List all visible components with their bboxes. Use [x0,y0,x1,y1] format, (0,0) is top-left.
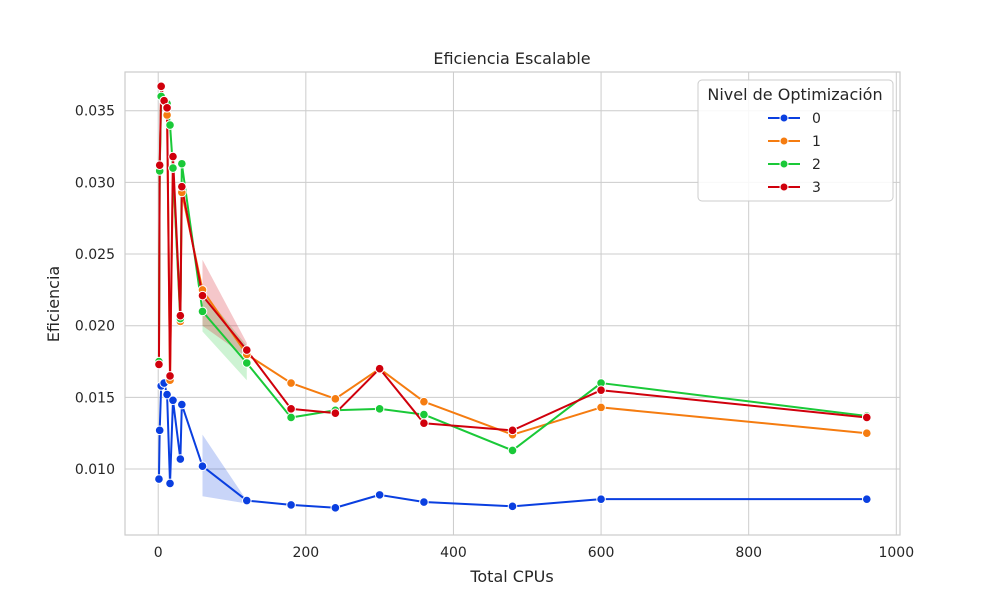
y-tick-label: 0.025 [75,247,115,263]
series-0-point [177,399,187,410]
series-3-point [165,371,175,381]
legend-title: Nivel de Optimización [707,85,882,104]
series-2-point [374,404,385,414]
series-3-point [507,425,518,436]
series-3-point [154,160,165,170]
y-tick-label: 0.035 [75,104,115,120]
series-1-point [330,394,341,404]
y-tick-label: 0.020 [75,319,115,335]
legend-label-1: 1 [812,134,821,150]
y-tick-label: 0.010 [75,462,115,478]
series-2-point [286,412,296,423]
series-0-point [175,454,186,464]
x-tick-label: 600 [588,545,615,561]
x-tick-label: 1000 [878,545,914,561]
x-axis-label: Total CPUs [469,567,553,586]
series-0-band [202,434,247,504]
y-axis-ticks: 0.010 0.015 0.020 0.025 0.030 0.035 [75,104,115,478]
series-3-band [202,259,247,358]
series-points [154,81,872,513]
x-tick-label: 0 [154,545,163,561]
legend-marker-0 [779,113,789,123]
legend-label-3: 3 [812,180,821,196]
series-0-point [168,395,178,406]
series-3-point [374,363,385,374]
plot-frame [124,71,901,536]
legend-marker-2 [779,159,789,169]
series-0-point [165,478,175,489]
legend-marker-1 [779,136,789,146]
series-2-point [197,306,208,317]
series-2-point [165,120,175,130]
series-3-point [419,418,429,428]
x-axis-ticks: 0 200 400 600 800 1000 [154,545,914,561]
series-3-point [175,310,186,321]
legend-marker-3 [779,182,789,192]
series-3-point [154,359,164,370]
x-tick-label: 800 [735,545,762,561]
series-0-point [241,495,252,506]
series-1-point [286,378,296,388]
series-2-point [177,158,187,169]
series-3-point [286,404,296,414]
series-0-point [162,389,172,400]
series-3-point [241,345,252,355]
series-3-point [162,103,172,113]
legend-label-2: 2 [812,157,821,173]
y-axis-label: Eficiencia [44,266,63,342]
series-3-point [330,408,341,418]
series-3-point [861,412,872,423]
series-1-point [419,396,429,407]
series-0-point [286,500,296,510]
series-0-point [507,501,518,512]
series-0-point [596,494,606,504]
chart-title: Eficiencia Escalable [433,49,590,68]
series-1-point [861,428,872,439]
series-3-point [197,290,208,301]
series-0-point [330,502,341,513]
series-0-point [419,497,429,507]
series-0-point [154,425,165,436]
series-2-point [241,358,252,368]
series-3-point [168,151,178,162]
series-2-point [507,445,518,456]
y-tick-label: 0.030 [75,175,115,191]
series-2-point [168,163,178,173]
y-tick-label: 0.015 [75,390,115,406]
legend-label-0: 0 [812,111,821,127]
series-3-point [177,181,187,192]
series-3-point [596,385,606,396]
legend: Nivel de Optimización 0 1 2 3 [697,79,894,202]
series-1-point [596,402,606,413]
x-tick-label: 400 [440,545,467,561]
series-0-point [154,474,164,484]
series-0-point [861,494,872,504]
series-2-point [419,409,429,420]
series-0-point [374,490,385,500]
series-0-point [197,461,208,471]
series-3-point [156,81,166,92]
legend-items: 0 1 2 3 [768,111,821,196]
x-tick-label: 200 [292,545,319,561]
